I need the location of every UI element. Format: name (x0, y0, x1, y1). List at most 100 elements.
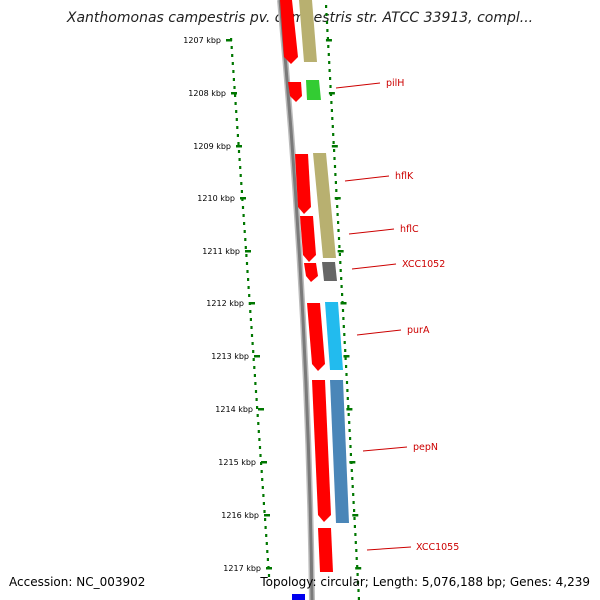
outer-ring-dot (352, 493, 355, 496)
outer-ring-dot (351, 485, 354, 488)
gene-label-XCC1055[interactable]: XCC1055 (416, 542, 459, 553)
ruler-tick (245, 250, 251, 253)
ruler-tick (266, 567, 272, 570)
inner-ring-dot (231, 62, 234, 65)
inner-ring-dot (238, 158, 241, 161)
inner-ring-dot (260, 470, 263, 473)
inner-ring-dot (253, 374, 256, 377)
cds-block[interactable] (295, 154, 311, 214)
gene-block-khaki[interactable] (299, 0, 317, 62)
inner-ring-dot (262, 494, 265, 497)
outer-ring-dot (338, 253, 341, 256)
outer-ring-dot (329, 85, 332, 88)
genome-summary: Topology: circular; Length: 5,076,188 bp… (260, 575, 590, 589)
inner-ring-dot (254, 382, 257, 385)
outer-ring-dot (325, 13, 328, 16)
gene-label-purA[interactable]: purA (407, 325, 430, 336)
outer-ring-dot (340, 285, 343, 288)
gene-leader-line (366, 546, 412, 551)
inner-ring-dot (248, 294, 251, 297)
cds-block[interactable] (300, 216, 316, 262)
outer-ring-dot (356, 573, 359, 576)
inner-ring-dot (234, 94, 237, 97)
gene-label-pilH[interactable]: pilH (386, 78, 404, 89)
outer-ring-dot (329, 77, 332, 80)
outer-ring-dot (332, 133, 335, 136)
gene-label-hflC[interactable]: hflC (400, 224, 419, 235)
inner-ring-dot (259, 454, 262, 457)
outer-ring-dot (348, 429, 351, 432)
ruler-tick (264, 514, 270, 517)
outer-ring-tick (328, 92, 335, 95)
cds-block[interactable] (312, 380, 331, 522)
outer-ring-dot (356, 581, 360, 584)
outer-ring-dot (327, 45, 330, 48)
inner-ring-dot (253, 366, 256, 369)
inner-ring-dot (267, 574, 271, 577)
cds-block[interactable] (307, 303, 325, 371)
inner-ring-dot (257, 430, 260, 433)
inner-ring-dot (249, 318, 252, 321)
inner-ring-dot (264, 518, 267, 521)
ruler-tick-label: 1211 kbp (202, 247, 240, 256)
outer-ring-dot (348, 421, 351, 424)
gene-block-pepN[interactable] (330, 380, 349, 523)
outer-ring-dot (349, 437, 352, 440)
inner-ring-dot (252, 358, 255, 361)
outer-ring-dot (338, 245, 341, 248)
outer-ring-dot (342, 325, 345, 328)
inner-ring-dot (232, 70, 235, 73)
ruler-tick-label: 1213 kbp (211, 352, 249, 361)
ruler-ticks: 1207 kbp 1208 kbp 1209 kbp 1210 kbp 1211 kbp… (183, 36, 362, 573)
outer-ring-dot (343, 333, 346, 336)
inner-ring-dot (240, 190, 243, 193)
inner-ring-dot (257, 422, 260, 425)
ruler-tick-label: 1217 kbp (223, 564, 261, 573)
outer-ring-dot (327, 53, 330, 56)
outer-ring-dot (356, 565, 359, 568)
outer-ring-dot (347, 405, 350, 408)
gene-label-XCC1052[interactable]: XCC1052 (402, 259, 445, 270)
outer-ring-dot (347, 413, 350, 416)
outer-ring-dot (341, 309, 345, 312)
outer-ring-dot (350, 469, 353, 472)
gene-leader-line (362, 446, 408, 452)
cds-block[interactable] (280, 0, 298, 64)
ruler-tick (258, 408, 264, 411)
gene-block-XCC1052[interactable] (322, 262, 337, 281)
gene-block-pilH[interactable] (306, 80, 321, 100)
outer-ring-dot (337, 237, 341, 240)
cds-block[interactable] (288, 82, 302, 102)
inner-ring-dot (244, 238, 247, 241)
gene-block-blue[interactable] (292, 594, 305, 600)
outer-ring-tick (337, 250, 344, 253)
backbone (278, 0, 314, 600)
gene-label-hflK[interactable]: hflK (395, 171, 414, 182)
cds-block[interactable] (304, 263, 318, 282)
inner-ring-dot (232, 78, 235, 81)
outer-ring-dot (346, 389, 349, 392)
gene-block-hflK[interactable] (313, 153, 336, 258)
outer-ring-dot (351, 477, 354, 480)
gene-label-pepN[interactable]: pepN (413, 442, 438, 453)
inner-ring-dot (247, 286, 250, 289)
outer-ring-tick (343, 355, 350, 358)
outer-ring-dot (335, 189, 338, 192)
inner-ring-dot (266, 550, 269, 553)
outer-ring-dot (345, 381, 349, 384)
cds-block[interactable] (318, 528, 333, 572)
outer-ring-tick (355, 567, 362, 570)
inner-ring-dot (252, 350, 255, 353)
gene-block-purA[interactable] (325, 302, 343, 370)
outer-ring-dot (355, 549, 358, 552)
inner-ring-dot (250, 334, 254, 337)
outer-ring-dot (340, 277, 343, 280)
inner-ring-dot (233, 86, 236, 89)
outer-ring-dot (336, 213, 339, 216)
outer-ring-dot (354, 541, 357, 544)
outer-ring-dot (354, 533, 357, 536)
inner-ring-dot (255, 398, 258, 401)
inner-ring-dot (234, 102, 237, 105)
feature-track (280, 0, 349, 600)
